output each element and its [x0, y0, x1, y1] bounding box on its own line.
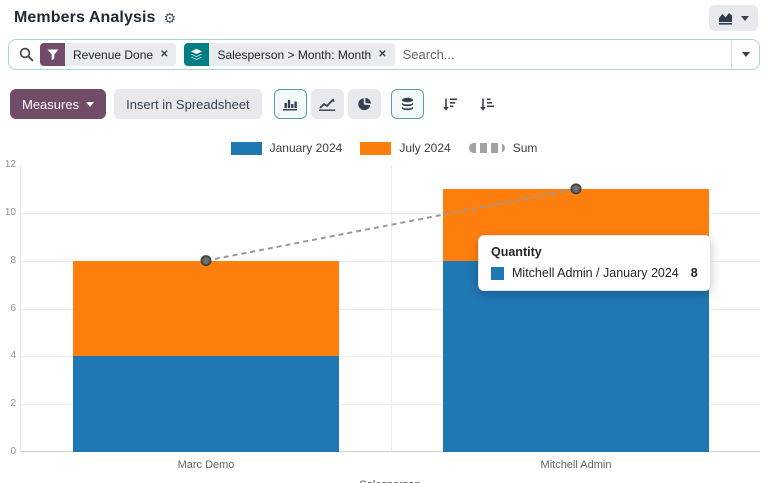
y-axis-ticks: 0 2 4 6 8 10 12 [0, 159, 16, 457]
search-icon [9, 47, 40, 62]
y-tick-label: 10 [4, 206, 16, 218]
y-tick-label: 2 [10, 398, 16, 410]
y-tick-label: 6 [10, 302, 16, 314]
filter-icon [40, 43, 65, 66]
tooltip-value: 8 [690, 266, 698, 280]
legend-label: Sum [512, 141, 538, 155]
legend-swatch [360, 141, 392, 155]
facet-label: Salesperson > Month: Month [217, 47, 372, 62]
bar-segment-marc-demo-january-2024[interactable] [72, 356, 340, 452]
y-tick-label: 4 [10, 350, 16, 362]
facet-remove-icon[interactable]: ✕ [378, 49, 387, 60]
y-tick-label: 0 [10, 446, 16, 457]
gear-icon[interactable]: ⚙ [163, 9, 177, 26]
chevron-down-icon [86, 101, 95, 107]
facet-label: Revenue Done [73, 47, 154, 62]
legend-label: January 2024 [269, 141, 343, 155]
header: Members Analysis ⚙ [0, 0, 768, 36]
chart-type-switcher [273, 89, 504, 119]
page-title: Members Analysis [14, 9, 156, 26]
tooltip-swatch [491, 266, 504, 280]
search-input[interactable] [402, 47, 731, 62]
bar-chart-button[interactable] [273, 89, 307, 119]
legend-item-july-2024[interactable]: July 2024 [360, 141, 451, 155]
measures-label: Measures [22, 96, 80, 112]
gridline [21, 308, 760, 310]
gridline [21, 404, 760, 406]
pie-chart-icon [357, 97, 371, 110]
x-axis-label: Marc Demo [177, 459, 235, 471]
sort-asc-icon [480, 98, 495, 111]
legend-label: July 2024 [399, 141, 451, 155]
x-axis-label: Mitchell Admin [540, 459, 612, 471]
chevron-down-icon [741, 52, 750, 57]
insert-in-spreadsheet-button[interactable]: Insert in Spreadsheet [114, 89, 262, 119]
legend-item-sum[interactable]: Sum [468, 141, 538, 155]
tooltip-row: Mitchell Admin / January 2024 8 [491, 266, 698, 280]
chart-legend: January 2024 July 2024 Sum [0, 141, 768, 155]
sort-desc-icon [443, 98, 458, 111]
insert-label: Insert in Spreadsheet [126, 96, 250, 112]
stacked-button[interactable] [390, 89, 424, 119]
search-dropdown-toggle[interactable] [731, 40, 759, 69]
stacked-bar-chart: Marc Demo Mitchell Admin [20, 165, 760, 471]
chart-tooltip: Quantity Mitchell Admin / January 2024 8 [478, 235, 711, 291]
toolbar: Measures Insert in Spreadsheet [0, 76, 768, 135]
category-divider [391, 165, 392, 451]
sort-desc-button[interactable] [434, 89, 467, 119]
x-axis-title: Salesperson [20, 479, 760, 483]
tooltip-label: Mitchell Admin / January 2024 [512, 266, 679, 280]
y-tick-label: 8 [10, 254, 16, 266]
gridline [21, 356, 760, 358]
chart-section: January 2024 July 2024 Sum 0 2 4 6 8 10 12 Mar… [0, 135, 768, 483]
search-row: Revenue Done ✕ Salesperson > Month: Mont… [0, 36, 768, 76]
legend-swatch-dashed [468, 143, 505, 153]
tooltip-title: Quantity [491, 245, 542, 259]
line-chart-button[interactable] [310, 89, 344, 119]
facet-groupby-salesperson-month: Salesperson > Month: Month ✕ [184, 43, 395, 66]
facet-remove-icon[interactable]: ✕ [160, 49, 169, 60]
group-by-icon [184, 43, 210, 66]
measures-button[interactable]: Measures [10, 89, 107, 119]
bar-segment-mitchell-admin-january-2024[interactable] [442, 260, 710, 452]
facet-filter-revenue-done: Revenue Done ✕ [40, 43, 177, 66]
chevron-down-icon [741, 15, 749, 21]
sort-asc-button[interactable] [471, 89, 504, 119]
area-chart-icon [718, 12, 735, 25]
view-switcher-button[interactable] [709, 5, 758, 31]
bar-segment-marc-demo-july-2024[interactable] [72, 260, 340, 357]
search-bar[interactable]: Revenue Done ✕ Salesperson > Month: Mont… [8, 39, 760, 70]
stacked-icon [401, 97, 413, 110]
pie-chart-button[interactable] [347, 89, 381, 119]
legend-swatch [230, 141, 262, 155]
bar-chart-icon [283, 100, 298, 111]
line-chart-icon [319, 98, 336, 111]
y-tick-label: 12 [4, 159, 16, 170]
legend-item-january-2024[interactable]: January 2024 [230, 141, 343, 155]
